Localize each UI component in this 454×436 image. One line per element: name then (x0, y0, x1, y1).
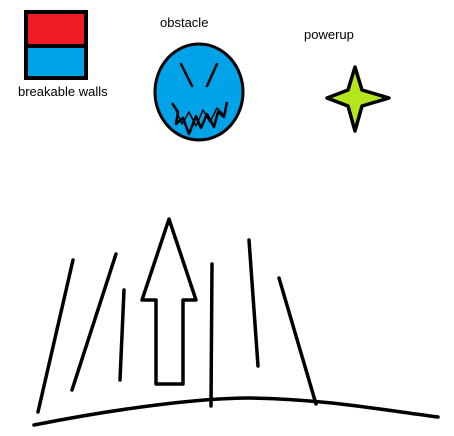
obstacle-right-eye (205, 62, 219, 88)
speed-line (247, 238, 260, 368)
obstacle-label: obstacle (160, 15, 209, 30)
speed-line (70, 252, 118, 392)
breakable-walls-label: breakable walls (18, 84, 108, 99)
obstacle-left-eye (179, 62, 194, 88)
ground-line (32, 396, 440, 427)
speed-line (209, 262, 214, 408)
wall-bottom-block (24, 44, 88, 80)
speed-line (277, 276, 318, 406)
wall-top-block (24, 10, 88, 48)
speed-line (118, 288, 126, 382)
obstacle-mouth-inner (174, 107, 224, 127)
up-arrow-icon (140, 217, 198, 386)
obstacle-face-icon (153, 42, 245, 142)
speed-line (36, 258, 75, 414)
powerup-label: powerup (304, 27, 354, 42)
star-sparkle-icon (325, 65, 391, 133)
breakable-wall-icon (24, 10, 88, 80)
speed-lines (36, 238, 318, 414)
